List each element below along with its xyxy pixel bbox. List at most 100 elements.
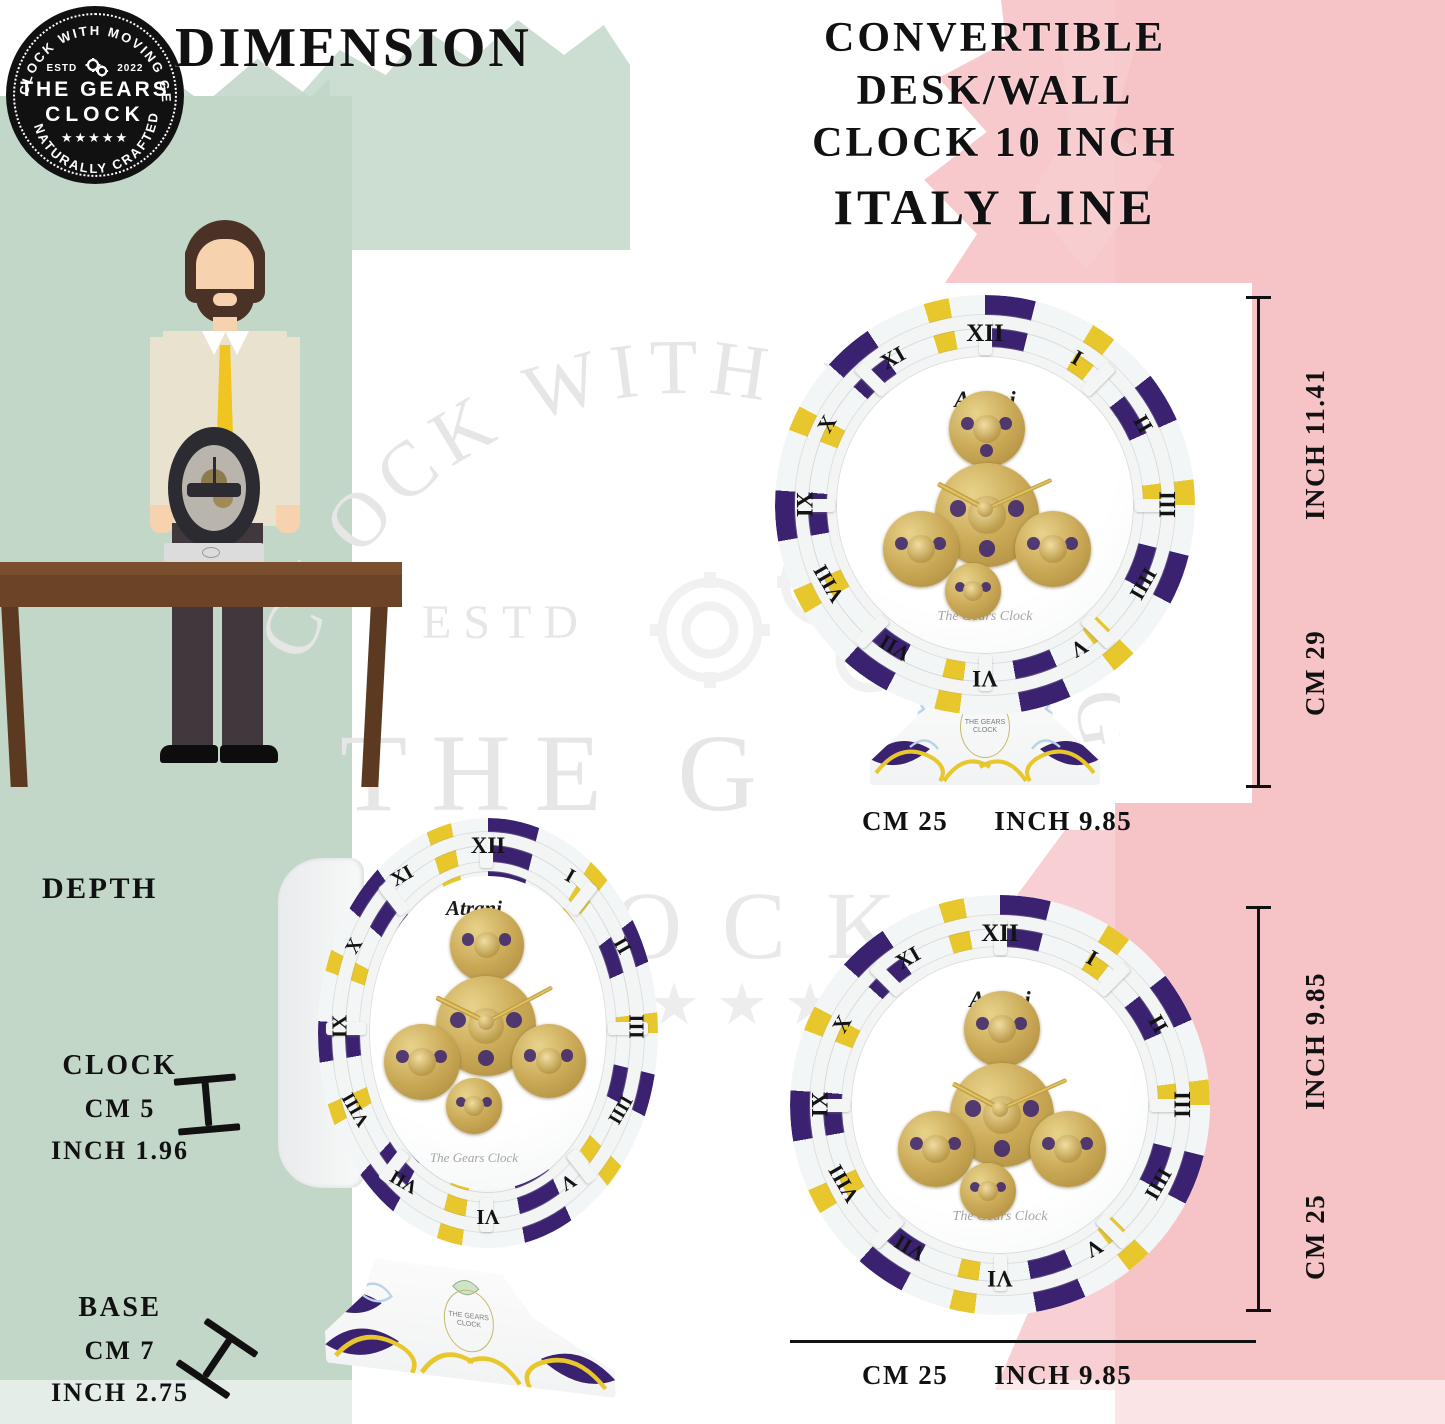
scale-clock-base-medallion xyxy=(202,547,220,558)
ibeam-stem xyxy=(201,1081,213,1127)
hands-center-cap xyxy=(977,501,993,517)
height-dimension-line-top xyxy=(1246,296,1271,788)
person-hand-right xyxy=(276,505,300,533)
desk-apron xyxy=(0,575,402,607)
numeral-9-angled: IX xyxy=(327,1014,352,1039)
gear-right-dial-only-hole-2 xyxy=(1080,1136,1094,1150)
gear-top-dial-only-hole-1 xyxy=(976,1016,990,1030)
page-title-dimension: DIMENSION xyxy=(175,17,532,79)
desk-top xyxy=(0,562,402,575)
depth-base-label: BASE xyxy=(78,1292,162,1323)
gear-right-dial-only-hub xyxy=(1054,1135,1082,1163)
gear-left-angled-hole-1 xyxy=(396,1049,410,1063)
numeral-6-dial-only: VI xyxy=(987,1266,1013,1291)
scale-clock-dial xyxy=(182,445,246,531)
gear-top-hole-3 xyxy=(980,444,994,458)
gear-bottom-dial-only-hole-1 xyxy=(970,1182,981,1193)
product-photo-angled-depth: THE GEARS CLOCK xyxy=(272,800,672,1400)
product-heading-line2: CLOCK 10 INCH xyxy=(812,120,1178,166)
gear-left-hole-2 xyxy=(933,536,947,550)
watermark-estd: ESTD xyxy=(422,596,590,649)
person-mouth xyxy=(213,293,237,306)
gear-left-angled xyxy=(384,1024,460,1100)
gear-right-hole-2 xyxy=(1065,536,1079,550)
person-tie xyxy=(217,345,233,450)
gear-left-angled-hole-2 xyxy=(434,1049,448,1063)
gear-center-dial-only-hole-1 xyxy=(964,1100,982,1118)
numeral-3-angled: III xyxy=(624,1014,649,1039)
gear-bottom-angled-hole-1 xyxy=(456,1097,467,1108)
gear-right-angled-hole-1 xyxy=(523,1049,537,1062)
person-arm-right xyxy=(276,337,300,513)
clock-dial-assembly: XII I II III IIII V VI VII VIII IX X XI … xyxy=(775,295,1195,715)
gear-top-hole-1 xyxy=(961,416,975,430)
gear-right-dial-only xyxy=(1030,1111,1106,1187)
spoke-6 xyxy=(979,655,992,691)
numeral-9-dial-only: IX xyxy=(807,1091,833,1118)
product-photo-dial-only: XII I II III IIII V VI VII VIII IX X XI … xyxy=(790,895,1210,1315)
gear-top-angled-hole-2 xyxy=(498,933,512,946)
gear-bottom-dial-only-hub xyxy=(977,1180,999,1202)
gear-right-dial-only-hole-1 xyxy=(1042,1136,1056,1150)
numeral-12-dial-only: XII xyxy=(981,920,1019,947)
dial-width-inch-label: INCH 9.85 xyxy=(994,1360,1133,1390)
spoke-3 xyxy=(1135,499,1171,512)
height-cm-label-top: CM 29 xyxy=(1300,629,1330,716)
width-cm-label-top: CM 25 xyxy=(862,806,949,836)
gear-top-angled xyxy=(450,908,524,982)
depth-clock-ibeam-marker xyxy=(173,1073,241,1136)
spoke-12 xyxy=(979,319,992,355)
hands-center-cap-dial-only xyxy=(992,1101,1008,1117)
scale-clock-hand xyxy=(213,457,217,492)
scale-clock-illustration xyxy=(168,427,260,549)
gear-top-dial-only-hub xyxy=(988,1015,1016,1043)
gear-right-hole-1 xyxy=(1027,536,1041,550)
gear-left-dial-only-hole-2 xyxy=(948,1136,962,1150)
gear-right-angled-hub xyxy=(535,1047,563,1075)
dial-height-inch-label: INCH 9.85 xyxy=(1300,971,1330,1110)
gear-bottom-dial-only-hole-2 xyxy=(995,1182,1006,1193)
depth-clock-block: CLOCK CM 5 INCH 1.96 xyxy=(0,1050,240,1166)
gear-left-dial-only xyxy=(898,1111,974,1187)
scale-illustration-person-desk xyxy=(0,205,402,805)
badge-dotted-ring xyxy=(13,13,177,177)
spoke-9-dial-only xyxy=(814,1099,850,1112)
gear-center-hole-2 xyxy=(1007,500,1025,518)
depth-clock-cm: CM 5 xyxy=(84,1094,156,1123)
gear-right xyxy=(1015,511,1091,587)
numeral-9: IX xyxy=(792,491,818,518)
width-labels-bottom: CM 25 INCH 9.85 xyxy=(862,1360,1132,1391)
dial-width-cm-label: CM 25 xyxy=(862,1360,949,1390)
badge-year-label: 2022 xyxy=(117,62,144,74)
gear-left-hole-1 xyxy=(895,536,909,550)
gear-center-dial-only-hole-2 xyxy=(1022,1100,1040,1118)
gear-left xyxy=(883,511,959,587)
ibeam-base-stem xyxy=(202,1337,233,1379)
badge-line2: CLOCK xyxy=(45,103,145,127)
product-heading: CONVERTIBLE DESK/WALL CLOCK 10 INCH ITAL… xyxy=(690,12,1300,245)
numeral-12-angled: XII xyxy=(470,833,506,858)
person-shoe-left xyxy=(160,745,218,763)
depth-title: DEPTH xyxy=(42,872,158,905)
gear-top-hub xyxy=(973,415,1001,443)
gear-left-dial-only-hole-1 xyxy=(910,1136,924,1150)
gear-bottom-hole-2 xyxy=(980,582,991,593)
spoke-3-angled xyxy=(608,1022,648,1035)
depth-base-block: BASE CM 7 INCH 2.75 xyxy=(0,1292,240,1408)
gear-right-angled-hole-2 xyxy=(560,1049,574,1062)
width-labels-top: CM 25 INCH 9.85 xyxy=(862,806,1132,837)
gear-left-dial-only-hub xyxy=(922,1135,950,1163)
product-photo-front-full: THE GEARS CLOCK xyxy=(775,295,1195,795)
gear-left-hub xyxy=(907,535,935,563)
spoke-3-dial-only xyxy=(1150,1099,1186,1112)
desk-leg-right xyxy=(361,607,388,787)
person-shoe-right xyxy=(220,745,278,763)
clock-dial-assembly-dial-only: XII I II III IIII V VI VII VIII IX X XI … xyxy=(790,895,1210,1315)
badge-estd-label: ESTD xyxy=(46,62,78,74)
brand-logo-badge: CLOCK WITH MOVING GEARS NATURALLY CRAFTE… xyxy=(6,6,184,184)
gear-left-angled-hub xyxy=(408,1048,436,1076)
depth-clock-inch: INCH 1.96 xyxy=(51,1136,189,1165)
dial-height-cm-label: CM 25 xyxy=(1300,1193,1330,1280)
gear-bottom xyxy=(945,563,1001,619)
